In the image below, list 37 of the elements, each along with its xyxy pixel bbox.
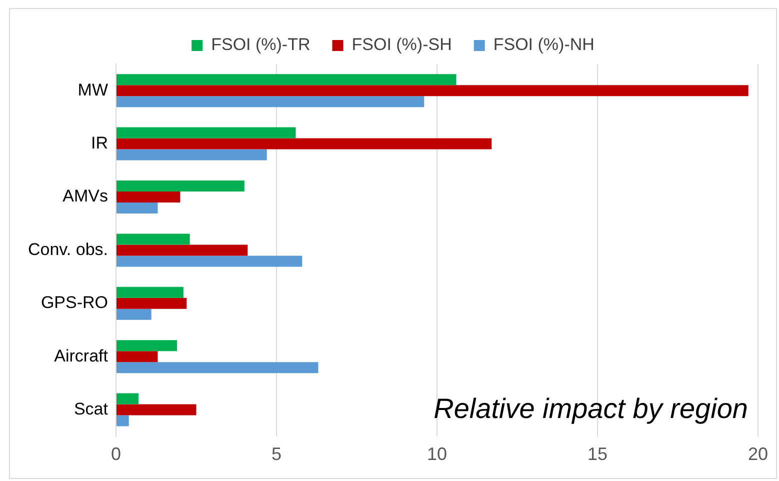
x-tick-label: 15 — [587, 444, 608, 464]
annotation: Relative impact by region — [434, 393, 748, 424]
y-tick-label: Conv. obs. — [28, 240, 108, 259]
x-tick-label: 5 — [271, 444, 282, 464]
y-tick-label: IR — [91, 133, 108, 152]
bar — [116, 244, 248, 256]
bar — [116, 308, 152, 320]
x-tick-label: 10 — [426, 444, 448, 464]
y-tick-label: MW — [78, 80, 108, 100]
bar — [116, 180, 244, 192]
bar — [116, 202, 158, 214]
legend-label: FSOI (%)-NH — [493, 35, 594, 54]
bar — [116, 138, 492, 150]
y-tick-label: Scat — [74, 399, 108, 418]
bar — [116, 149, 267, 160]
bar — [116, 286, 184, 298]
bar — [116, 393, 138, 404]
bar — [116, 340, 177, 352]
legend-label: FSOI (%)-TR — [211, 35, 310, 54]
y-tick-label: Aircraft — [54, 346, 108, 366]
x-tick-label: 20 — [748, 444, 768, 464]
y-tick-label: AMVs — [62, 186, 108, 206]
bar — [116, 362, 318, 374]
bar — [116, 127, 296, 138]
bar — [116, 298, 187, 309]
bar — [116, 85, 748, 96]
legend-label: FSOI (%)-SH — [352, 35, 452, 54]
bar — [116, 256, 302, 267]
bar — [116, 74, 456, 86]
bar — [116, 351, 158, 362]
y-tick-label: GPS-RO — [40, 293, 108, 312]
bar — [116, 96, 424, 108]
x-tick-label: 0 — [110, 444, 122, 464]
bar — [116, 234, 190, 245]
bar — [116, 404, 196, 416]
bar — [116, 192, 180, 202]
bar — [116, 415, 129, 426]
